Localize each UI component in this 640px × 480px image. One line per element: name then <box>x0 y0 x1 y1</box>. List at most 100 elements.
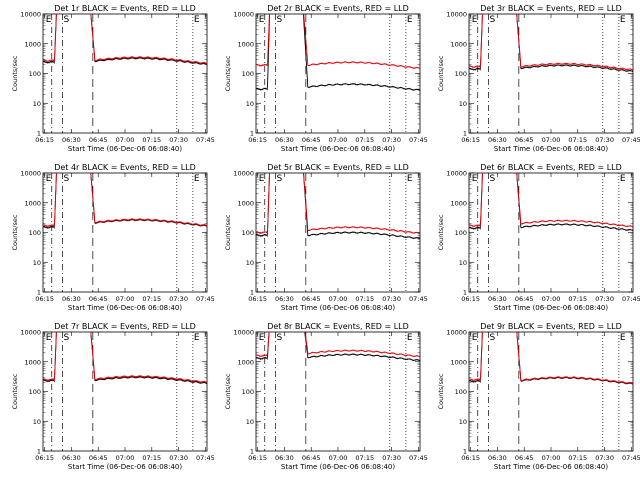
y-tick-label: 1 <box>37 289 41 297</box>
event-marker-label: E <box>407 333 413 343</box>
chart-panel-4: Det 4r BLACK = Events, RED = LLD 06:15 06:… <box>11 163 215 312</box>
chart-panel-2: Det 2r BLACK = Events, RED = LLD 06:15 06:… <box>224 4 428 153</box>
chart-title: Det 4r BLACK = Events, RED = LLD <box>54 163 196 172</box>
x-tick-label: 06:15 <box>461 454 480 462</box>
y-tick-label: 10 <box>459 418 467 426</box>
event-marker-label: S <box>63 333 69 343</box>
series-line-lld <box>469 332 633 385</box>
y-tick-label: 10 <box>459 259 467 267</box>
x-tick-label: 06:45 <box>515 295 534 303</box>
x-tick-label: 07:30 <box>169 454 188 462</box>
y-tick-label: 1 <box>250 289 254 297</box>
x-tick-label: 07:15 <box>355 295 374 303</box>
x-tick-label: 06:15 <box>35 295 54 303</box>
y-tick-label: 1 <box>463 130 467 138</box>
y-axis-label: Counts/sec <box>437 214 445 250</box>
x-axis-label: Start Time (06-Dec-06 06:08:40) <box>281 145 395 153</box>
x-tick-label: 06:30 <box>275 136 294 144</box>
x-tick-label: 06:45 <box>302 295 321 303</box>
event-marker-label: S <box>276 15 282 25</box>
x-axis-label: Start Time (06-Dec-06 06:08:40) <box>68 463 182 471</box>
y-axis-label: Counts/sec <box>11 214 19 250</box>
x-tick-label: 07:30 <box>382 454 401 462</box>
series-line-lld <box>43 14 207 65</box>
chart-title: Det 9r BLACK = Events, RED = LLD <box>480 322 622 331</box>
chart-panel-7: Det 7r BLACK = Events, RED = LLD 06:15 06:… <box>11 322 215 471</box>
x-tick-label: 07:00 <box>116 295 135 303</box>
x-tick-label: 06:30 <box>275 295 294 303</box>
plot-frame <box>42 13 208 134</box>
y-tick-label: 10 <box>246 418 254 426</box>
chart-panel-3: Det 3r BLACK = Events, RED = LLD 06:15 06:… <box>437 4 640 153</box>
x-tick-label: 06:45 <box>302 454 321 462</box>
x-tick-label: 07:15 <box>568 136 587 144</box>
event-marker-label: S <box>489 174 495 184</box>
x-tick-label: 06:15 <box>35 136 54 144</box>
x-tick-label: 07:00 <box>542 295 561 303</box>
event-marker-label: S <box>63 15 69 25</box>
x-tick-label: 06:15 <box>461 295 480 303</box>
y-tick-label: 10 <box>33 259 41 267</box>
plot-frame <box>42 331 208 452</box>
y-tick-label: 10000 <box>446 170 467 178</box>
event-marker-label: E <box>620 15 626 25</box>
event-marker-label: E <box>194 333 200 343</box>
y-tick-label: 10000 <box>233 329 254 337</box>
plot-frame <box>42 172 208 293</box>
event-marker-label: E <box>46 15 52 25</box>
y-axis-label: Counts/sec <box>437 373 445 409</box>
y-tick-label: 100 <box>29 229 41 237</box>
x-tick-label: 07:15 <box>142 295 161 303</box>
series-line-lld <box>256 14 420 70</box>
chart-panel-1: Det 1r BLACK = Events, RED = LLD 06:15 06:… <box>11 4 215 153</box>
event-marker-label: E <box>620 333 626 343</box>
x-tick-label: 07:30 <box>595 454 614 462</box>
plot-frame <box>468 172 634 293</box>
y-axis-label: Counts/sec <box>224 55 232 91</box>
plot-frame <box>468 13 634 134</box>
y-axis-label: Counts/sec <box>11 55 19 91</box>
y-tick-label: 10 <box>459 100 467 108</box>
event-marker-label: E <box>194 15 200 25</box>
x-axis-label: Start Time (06-Dec-06 06:08:40) <box>281 304 395 312</box>
y-tick-label: 100 <box>455 388 467 396</box>
y-axis-label: Counts/sec <box>224 373 232 409</box>
series-line-lld <box>256 332 420 358</box>
y-tick-label: 1000 <box>237 199 254 207</box>
x-tick-label: 07:00 <box>329 136 348 144</box>
y-tick-label: 1000 <box>237 358 254 366</box>
x-tick-label: 07:30 <box>382 136 401 144</box>
x-tick-label: 06:45 <box>89 295 108 303</box>
x-tick-label: 07:00 <box>542 136 561 144</box>
x-tick-label: 07:30 <box>382 295 401 303</box>
y-tick-label: 10 <box>246 100 254 108</box>
y-tick-label: 1 <box>250 448 254 456</box>
series-line-events <box>256 14 420 91</box>
x-tick-label: 07:45 <box>196 136 215 144</box>
x-tick-label: 07:45 <box>622 136 640 144</box>
series-line-events <box>43 14 207 65</box>
x-tick-label: 07:45 <box>409 136 428 144</box>
x-axis-label: Start Time (06-Dec-06 06:08:40) <box>68 304 182 312</box>
series-line-events <box>256 173 420 240</box>
y-axis-label: Counts/sec <box>437 55 445 91</box>
event-marker-label: S <box>63 174 69 184</box>
x-axis-label: Start Time (06-Dec-06 06:08:40) <box>494 145 608 153</box>
y-tick-label: 1000 <box>24 40 41 48</box>
y-tick-label: 10000 <box>446 11 467 19</box>
series-line-lld <box>43 332 207 384</box>
x-tick-label: 07:15 <box>568 295 587 303</box>
event-marker-label: S <box>489 15 495 25</box>
x-tick-label: 07:45 <box>196 295 215 303</box>
event-marker-label: E <box>407 174 413 184</box>
y-tick-label: 1000 <box>450 40 467 48</box>
y-tick-label: 10000 <box>20 329 41 337</box>
x-tick-label: 06:30 <box>488 136 507 144</box>
event-marker-label: E <box>259 15 265 25</box>
y-tick-label: 100 <box>455 229 467 237</box>
y-tick-label: 100 <box>29 70 41 78</box>
y-tick-label: 1000 <box>24 199 41 207</box>
series-line-events <box>469 173 633 232</box>
x-tick-label: 07:00 <box>116 136 135 144</box>
x-axis-label: Start Time (06-Dec-06 06:08:40) <box>68 145 182 153</box>
